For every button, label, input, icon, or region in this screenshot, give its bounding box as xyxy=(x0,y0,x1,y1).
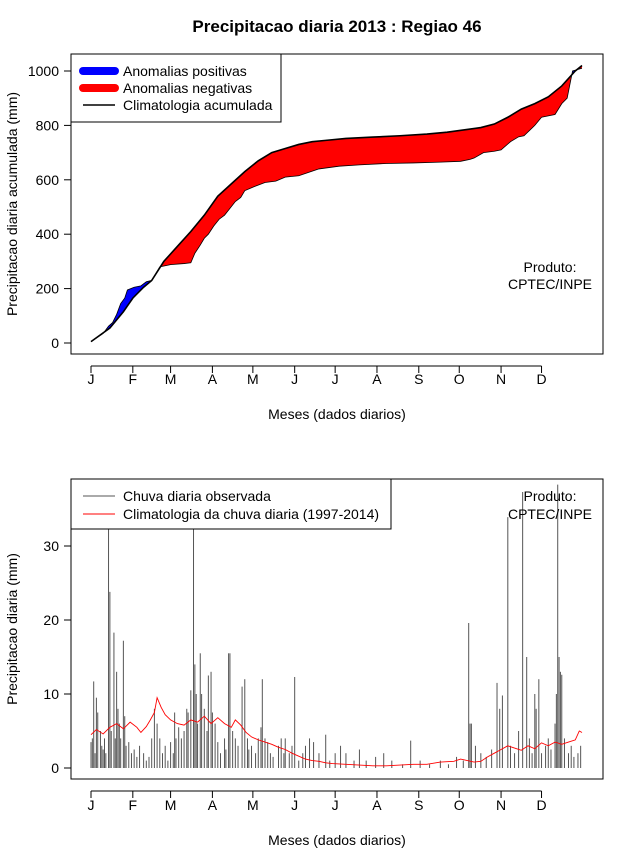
top-x-tick-label: F xyxy=(129,371,138,387)
top-x-tick-label: N xyxy=(496,371,506,387)
bottom-x-tick-label: N xyxy=(496,797,506,813)
top-x-tick-label: J xyxy=(88,371,95,387)
bottom-y-tick-label: 30 xyxy=(43,538,59,554)
legend-climatology-daily: Climatologia da chuva diaria (1997-2014) xyxy=(123,506,379,522)
bottom-x-tick-label: O xyxy=(454,797,465,813)
bottom-x-tick-label: M xyxy=(247,797,259,813)
climatology-cumulative-line xyxy=(90,64,583,343)
positive-anomaly-area xyxy=(104,266,160,332)
bottom-x-tick-label: S xyxy=(414,797,423,813)
top-legend: Anomalias positivas Anomalias negativas … xyxy=(70,53,282,123)
bottom-y-tick-label: 10 xyxy=(43,686,59,702)
top-x-tick-label: O xyxy=(454,371,465,387)
top-y-tick-label: 800 xyxy=(36,117,60,133)
top-y-tick-label: 400 xyxy=(36,226,60,242)
bottom-x-tick-label: M xyxy=(165,797,177,813)
bottom-x-axis-label: Meses (dados diarios) xyxy=(268,832,406,848)
bottom-annotation-source: CPTEC/INPE xyxy=(508,506,592,522)
bottom-legend: Chuva diaria observada Climatologia da c… xyxy=(70,478,392,530)
observed-bars xyxy=(90,484,582,768)
top-x-axis-label: Meses (dados diarios) xyxy=(268,406,406,422)
daily-chart: 0 10 20 30 J F M A M J J A S O N D Chuva diaria observ… xyxy=(4,478,604,848)
bottom-y-tick-label: 20 xyxy=(43,612,59,628)
legend-climatology: Climatologia acumulada xyxy=(123,97,273,113)
bottom-y-axis: 0 10 20 30 xyxy=(43,538,72,776)
top-annotation-source: CPTEC/INPE xyxy=(508,276,592,292)
top-x-tick-label: M xyxy=(247,371,259,387)
bottom-x-tick-label: J xyxy=(291,797,298,813)
top-y-tick-label: 1000 xyxy=(28,63,59,79)
bottom-legend-box xyxy=(70,478,392,530)
chart-title: Precipitacao diaria 2013 : Regiao 46 xyxy=(192,17,481,36)
climatology-daily-line xyxy=(90,696,583,767)
top-x-tick-label: J xyxy=(291,371,298,387)
top-x-tick-label: D xyxy=(536,371,546,387)
bottom-x-tick-label: J xyxy=(332,797,339,813)
bottom-x-tick-label: D xyxy=(536,797,546,813)
top-x-tick-label: S xyxy=(414,371,423,387)
top-y-tick-label: 600 xyxy=(36,172,60,188)
bottom-x-tick-label: A xyxy=(208,797,218,813)
bottom-x-tick-label: J xyxy=(88,797,95,813)
top-x-tick-label: A xyxy=(372,371,382,387)
bottom-x-tick-label: A xyxy=(372,797,382,813)
bottom-annotation-product: Produto: xyxy=(524,488,577,504)
top-annotation-product: Produto: xyxy=(524,259,577,275)
top-y-tick-label: 0 xyxy=(51,335,59,351)
bottom-y-tick-label: 0 xyxy=(51,760,59,776)
climatology-line xyxy=(90,696,583,767)
top-y-axis: 0 200 400 600 800 1000 xyxy=(28,63,72,351)
observed-cumulative-line xyxy=(90,67,583,342)
bottom-y-axis-label: Precipitacao diaria (mm) xyxy=(4,553,20,705)
bottom-x-tick-label: F xyxy=(129,797,138,813)
top-y-tick-label: 200 xyxy=(36,281,60,297)
legend-positive: Anomalias positivas xyxy=(123,63,247,79)
top-x-tick-label: J xyxy=(332,371,339,387)
top-x-tick-label: M xyxy=(165,371,177,387)
cumulative-lines xyxy=(90,64,583,343)
top-x-tick-label: A xyxy=(208,371,218,387)
legend-negative: Anomalias negativas xyxy=(123,80,252,96)
legend-observed: Chuva diaria observada xyxy=(123,488,271,504)
top-y-axis-label: Precipitacao diaria acumulada (mm) xyxy=(4,92,20,316)
cumulative-chart: 0 200 400 600 800 1000 J F M A M J J A S O N D Anomalias… xyxy=(4,53,604,422)
